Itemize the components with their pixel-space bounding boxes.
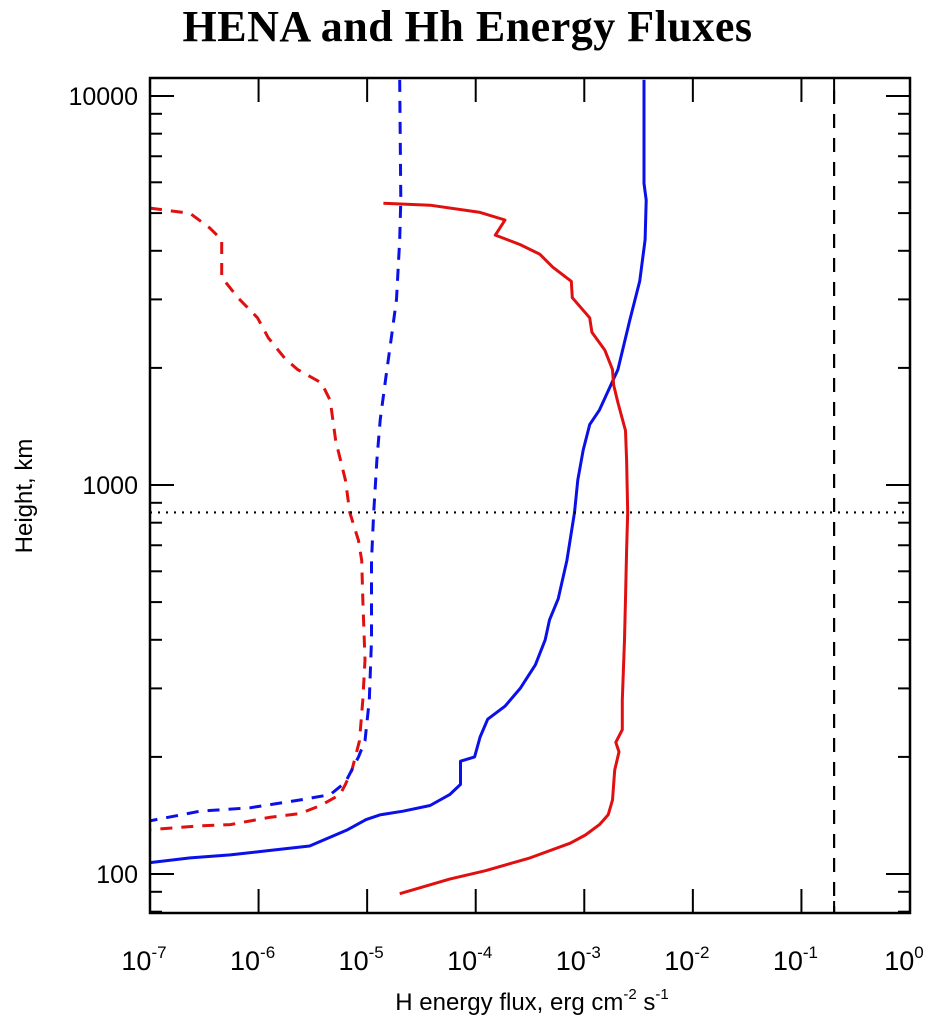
series-red-solid xyxy=(383,201,630,896)
x-tick-label: 100 xyxy=(884,943,924,976)
x-axis-title-mid: s xyxy=(637,989,656,1016)
x-tick-label: 10-2 xyxy=(664,943,709,976)
reference-lines xyxy=(150,90,910,913)
x-tick-label: 10-3 xyxy=(556,943,601,976)
x-tick-label: 10-5 xyxy=(339,943,384,976)
series-blue-solid xyxy=(149,79,648,865)
x-axis-title-sup2: -1 xyxy=(655,986,668,1003)
ticks xyxy=(149,78,911,913)
plot-frame xyxy=(148,76,912,915)
series-red-dashed xyxy=(149,206,367,832)
chart-title: HENA and Hh Energy Fluxes xyxy=(182,2,753,51)
x-tick-label: 10-4 xyxy=(447,943,492,976)
x-axis-title-sup1: -2 xyxy=(623,986,636,1003)
x-tick-label: 10-1 xyxy=(773,943,818,976)
y-axis-title: Height, km xyxy=(11,439,38,554)
y-tick-label: 10000 xyxy=(68,83,138,111)
y-tick-labels: 100 1000 10000 xyxy=(68,83,138,889)
x-tick-label: 10-7 xyxy=(121,943,166,976)
y-tick-label: 100 xyxy=(96,861,138,889)
axes xyxy=(148,76,912,915)
x-axis-title-main: H energy flux, erg cm xyxy=(395,989,623,1016)
series-layer xyxy=(149,79,648,896)
x-tick-label: 10-6 xyxy=(230,943,275,976)
y-tick-label: 1000 xyxy=(82,472,138,500)
x-axis-title: H energy flux, erg cm-2 s-1 xyxy=(395,986,668,1016)
x-tick-labels: 10-7 10-6 10-5 10-4 10-3 10-2 10-1 100 xyxy=(121,943,923,976)
